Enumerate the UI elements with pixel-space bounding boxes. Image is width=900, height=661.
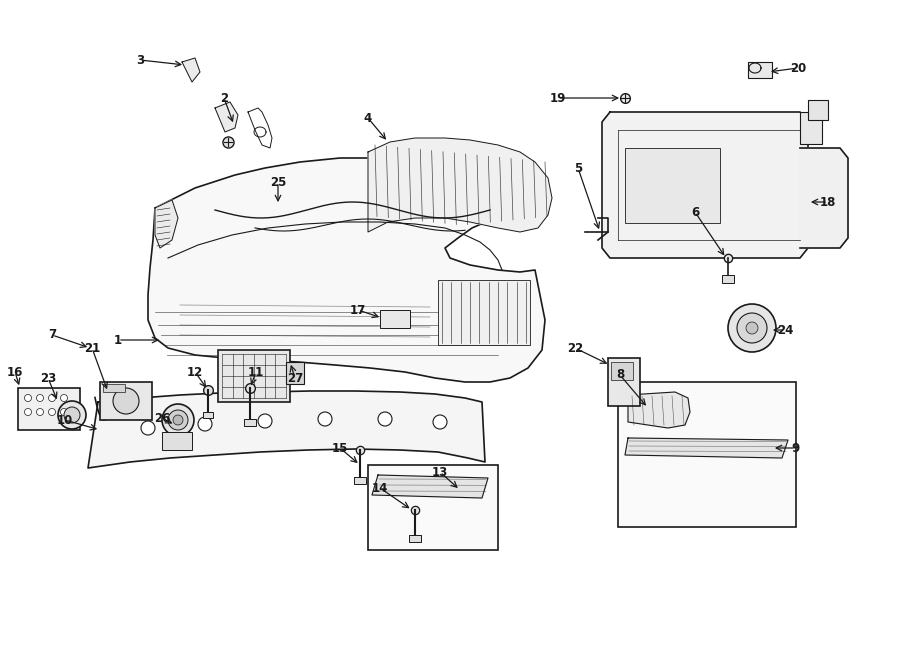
Circle shape — [113, 388, 139, 414]
Polygon shape — [215, 102, 238, 132]
Text: 3: 3 — [136, 54, 144, 67]
Text: 13: 13 — [432, 465, 448, 479]
Polygon shape — [88, 391, 485, 468]
Text: 10: 10 — [57, 414, 73, 426]
Circle shape — [433, 415, 447, 429]
Text: 14: 14 — [372, 481, 388, 494]
Text: 16: 16 — [7, 366, 23, 379]
Text: 18: 18 — [820, 196, 836, 208]
Bar — [748, 62, 772, 78]
Text: 27: 27 — [287, 371, 303, 385]
Circle shape — [60, 395, 68, 401]
Circle shape — [58, 401, 86, 429]
Bar — [808, 100, 828, 120]
Polygon shape — [368, 138, 552, 232]
Text: 2: 2 — [220, 91, 228, 104]
Text: 4: 4 — [364, 112, 372, 124]
Text: 17: 17 — [350, 303, 366, 317]
Polygon shape — [628, 392, 690, 428]
Bar — [354, 477, 366, 484]
Text: 8: 8 — [616, 368, 624, 381]
Text: 22: 22 — [567, 342, 583, 354]
Circle shape — [37, 395, 43, 401]
Bar — [380, 310, 410, 328]
Bar — [722, 275, 734, 283]
Bar — [611, 362, 633, 380]
Text: 21: 21 — [84, 342, 100, 354]
Circle shape — [49, 408, 56, 416]
Text: 11: 11 — [248, 366, 264, 379]
Bar — [100, 382, 152, 420]
Circle shape — [746, 322, 758, 334]
Circle shape — [24, 395, 32, 401]
Bar — [800, 112, 822, 144]
Circle shape — [737, 313, 767, 343]
Polygon shape — [625, 438, 788, 458]
Bar — [608, 358, 640, 406]
Polygon shape — [372, 475, 488, 498]
Bar — [618, 382, 796, 527]
Circle shape — [378, 412, 392, 426]
Text: 25: 25 — [270, 176, 286, 188]
Bar — [368, 465, 498, 550]
Text: 19: 19 — [550, 91, 566, 104]
Circle shape — [37, 408, 43, 416]
Bar — [286, 362, 304, 384]
Polygon shape — [182, 58, 200, 82]
Polygon shape — [602, 112, 808, 258]
Bar — [409, 535, 421, 542]
Text: 9: 9 — [792, 442, 800, 455]
Text: 5: 5 — [574, 161, 582, 175]
Text: 24: 24 — [777, 323, 793, 336]
Bar — [438, 280, 530, 345]
Polygon shape — [800, 148, 848, 248]
Bar — [218, 350, 290, 402]
Polygon shape — [155, 200, 178, 248]
Circle shape — [24, 408, 32, 416]
Text: 1: 1 — [114, 334, 122, 346]
Text: 23: 23 — [40, 371, 56, 385]
Bar — [203, 412, 213, 418]
Circle shape — [64, 407, 80, 423]
Text: 6: 6 — [691, 206, 699, 219]
Polygon shape — [148, 158, 545, 382]
Bar — [625, 148, 720, 223]
Text: 12: 12 — [187, 366, 203, 379]
Circle shape — [168, 410, 188, 430]
Text: 15: 15 — [332, 442, 348, 455]
Circle shape — [162, 404, 194, 436]
Text: 20: 20 — [790, 61, 806, 75]
Text: 7: 7 — [48, 329, 56, 342]
Circle shape — [173, 415, 183, 425]
Circle shape — [49, 395, 56, 401]
Circle shape — [258, 414, 272, 428]
Text: 26: 26 — [154, 412, 170, 424]
Circle shape — [198, 417, 212, 431]
Circle shape — [141, 421, 155, 435]
Bar — [103, 384, 125, 392]
Bar — [244, 419, 256, 426]
Bar — [162, 432, 192, 450]
Circle shape — [318, 412, 332, 426]
Circle shape — [60, 408, 68, 416]
Bar — [18, 388, 80, 430]
Circle shape — [728, 304, 776, 352]
